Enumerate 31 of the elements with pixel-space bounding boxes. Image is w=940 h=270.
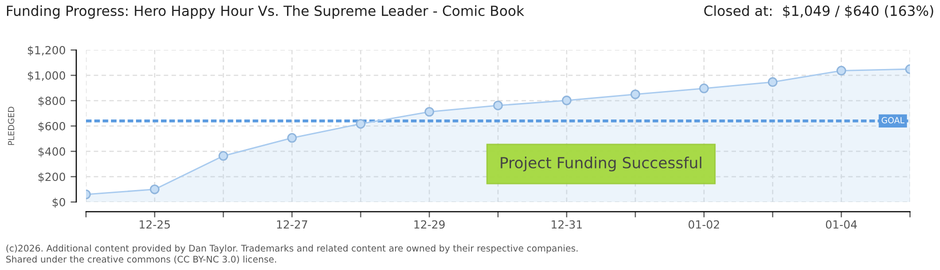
point: [218, 151, 228, 161]
text: Shared under the creative commons (CC BY-NC 3.0) license.: [6, 256, 276, 264]
y-tick-label: $200: [38, 172, 66, 183]
y-axis-title: PLEDGED: [8, 106, 14, 145]
y-tick-label: $1,200: [28, 46, 66, 56]
x-tick-label: 12-31: [552, 220, 582, 229]
x-tick-label: 01-02: [688, 220, 720, 229]
y-tick-label: $0: [52, 198, 66, 208]
point: [699, 84, 709, 94]
x-tick-label: 12-25: [140, 220, 170, 229]
point: [630, 89, 640, 100]
point: [493, 100, 503, 110]
x-tick-label: 12-27: [277, 220, 308, 228]
point: [768, 77, 778, 87]
y-tick-label: $400: [38, 147, 66, 158]
text: Closed at: $1,049 / $640 (163%): [704, 5, 934, 18]
y-tick-label: $1,000: [28, 71, 66, 82]
x-tick-label: 01-04: [826, 220, 857, 229]
point: [356, 118, 366, 129]
point: [287, 133, 297, 143]
y-tick-label: $600: [38, 122, 66, 132]
point: [836, 66, 846, 76]
point: [150, 184, 160, 194]
text: (c)2026. Additional content provided by Dan Taylor. Trademarks and related content are owned by their respective companies.: [6, 244, 578, 254]
point: [424, 106, 434, 117]
point: [562, 96, 572, 106]
chart-title: Funding Progress: Hero Happy Hour Vs. The Supreme Leader - Comic Book: [7, 5, 524, 19]
y-tick-label: $800: [38, 96, 66, 107]
ref-line-label: GOAL: [882, 117, 904, 124]
x-tick-label: 12-29: [414, 220, 445, 229]
annotation: Project Funding Successful: [500, 156, 702, 172]
